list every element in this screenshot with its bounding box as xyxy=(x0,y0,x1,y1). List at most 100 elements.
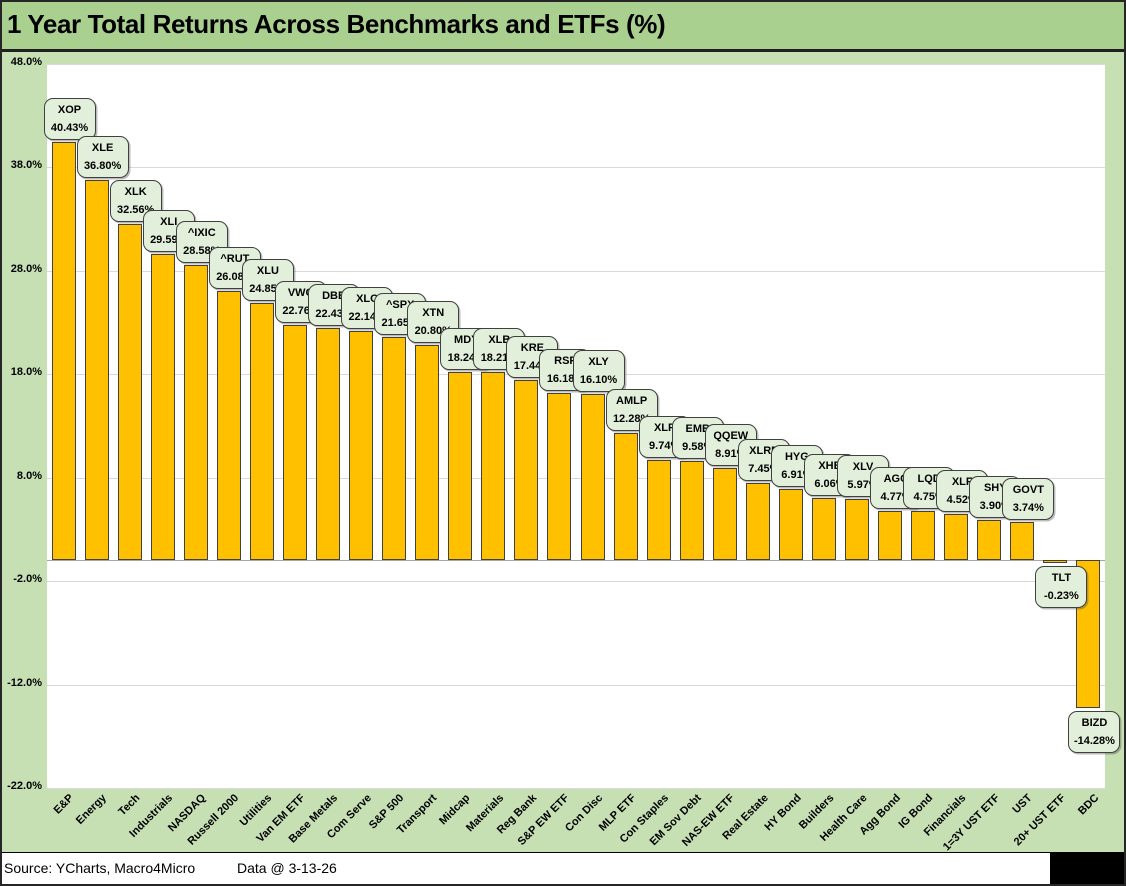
callout-ticker: EMB xyxy=(685,423,710,436)
y-axis-tick-label: -22.0% xyxy=(7,780,42,792)
callout-value: -0.23% xyxy=(1043,589,1079,602)
bar-callout: XLY 16.10% xyxy=(572,349,625,392)
gridline xyxy=(47,684,1105,686)
bar xyxy=(183,264,208,561)
callout-ticker: DBB xyxy=(322,290,346,303)
callout-ticker: VWO xyxy=(287,287,315,300)
y-axis-tick-label: 38.0% xyxy=(10,159,42,172)
footer-source: Source: YCharts, Macro4Micro xyxy=(4,860,196,876)
chart-title: 1 Year Total Returns Across Benchmarks a… xyxy=(7,9,666,39)
callout-ticker: XLI xyxy=(160,216,178,229)
bar-callout: XLE 36.80% xyxy=(76,135,129,178)
bar-callout: XTN 20.80% xyxy=(407,301,460,344)
callout-ticker: ^IXIC xyxy=(187,226,216,239)
callout-ticker: XOP xyxy=(57,104,82,117)
callout-ticker: XLC xyxy=(356,293,379,306)
callout-ticker: XLK xyxy=(124,185,147,198)
bar-callout: TLT -0.23% xyxy=(1035,565,1088,608)
chart-title-bar: 1 Year Total Returns Across Benchmarks a… xyxy=(0,0,1126,52)
callout-value: 40.43% xyxy=(50,122,89,135)
bar xyxy=(712,468,737,561)
y-axis-tick-label: 18.0% xyxy=(10,366,42,379)
bar xyxy=(51,142,76,561)
bar xyxy=(977,520,1002,561)
x-axis-label: Tech xyxy=(116,792,143,819)
zero-axis-line xyxy=(47,560,1105,562)
callout-ticker: XHB xyxy=(818,459,842,472)
callout-ticker: XLU xyxy=(256,265,279,278)
bar xyxy=(646,459,671,561)
bar xyxy=(679,461,704,561)
bar xyxy=(911,511,936,561)
bar-callout: ^IXIC 28.58% xyxy=(175,220,228,263)
footer-data-date: Data @ 3-13-26 xyxy=(237,860,337,876)
footer: Source: YCharts, Macro4Micro Data @ 3-13… xyxy=(0,852,1126,886)
callout-ticker: XLV xyxy=(852,460,874,473)
gridline xyxy=(47,270,1105,272)
bar xyxy=(382,336,407,561)
bar xyxy=(316,328,341,561)
y-axis-tick-label: -2.0% xyxy=(13,573,42,586)
callout-ticker: KRE xyxy=(520,342,545,355)
callout-ticker: AMLP xyxy=(616,395,648,408)
callout-ticker: GOVT xyxy=(1012,483,1044,496)
gridline xyxy=(47,167,1105,169)
bar xyxy=(580,393,605,561)
callout-ticker: TLT xyxy=(1051,571,1072,584)
callout-ticker: MDY xyxy=(454,333,479,346)
callout-ticker: RSP xyxy=(554,355,577,368)
bar xyxy=(547,393,572,561)
callout-value: -14.28% xyxy=(1073,735,1115,748)
callout-ticker: XLF xyxy=(951,475,973,488)
gridline xyxy=(47,64,1105,65)
bar xyxy=(745,483,770,561)
bar xyxy=(514,380,539,561)
bar xyxy=(84,179,109,561)
gridline xyxy=(47,788,1105,789)
callout-ticker: ^RUT xyxy=(220,252,250,265)
bar xyxy=(150,254,175,561)
callout-value: 3.74% xyxy=(1012,501,1044,514)
bar xyxy=(349,331,374,561)
bar xyxy=(944,513,969,561)
bar xyxy=(613,433,638,561)
x-axis-label: BDC xyxy=(1075,792,1101,818)
callout-ticker: LQD xyxy=(917,473,941,486)
gridline xyxy=(47,477,1105,479)
y-axis-tick-label: 8.0% xyxy=(16,469,42,482)
callout-value: 16.10% xyxy=(579,373,618,386)
callout-value: 36.80% xyxy=(83,159,122,172)
y-axis-tick-label: 48.0% xyxy=(10,56,42,68)
bar xyxy=(249,303,274,561)
x-axis-label: Energy xyxy=(74,792,110,827)
callout-ticker: BIZD xyxy=(1081,717,1108,730)
y-axis-tick-label: 28.0% xyxy=(10,262,42,275)
bar xyxy=(415,345,440,561)
callout-ticker: SHY xyxy=(983,482,1007,495)
bar-callout: GOVT 3.74% xyxy=(1002,477,1055,520)
callout-ticker: XLE xyxy=(91,141,114,154)
bar xyxy=(845,498,870,561)
callout-ticker: XLP xyxy=(653,421,676,434)
bar xyxy=(1043,560,1068,563)
bar xyxy=(878,511,903,561)
callout-ticker: HYG xyxy=(784,450,809,463)
y-axis-tick-label: -12.0% xyxy=(7,676,42,689)
callout-ticker: AGG xyxy=(883,473,909,486)
callout-ticker: XLY xyxy=(588,355,609,368)
gridline xyxy=(47,581,1105,583)
callout-ticker: XTN xyxy=(422,307,445,320)
bar-callout: XOP 40.43% xyxy=(43,98,96,141)
bar xyxy=(282,325,307,561)
bar xyxy=(117,223,142,561)
bar xyxy=(481,372,506,561)
bar xyxy=(448,371,473,561)
callout-ticker: QQEW xyxy=(713,430,749,443)
x-axis-label: UST xyxy=(1010,792,1035,817)
bar xyxy=(778,488,803,561)
bar xyxy=(811,497,836,561)
bar xyxy=(1010,521,1035,561)
bar-callout: BIZD -14.28% xyxy=(1068,711,1121,754)
footer-black-box xyxy=(1050,853,1126,886)
